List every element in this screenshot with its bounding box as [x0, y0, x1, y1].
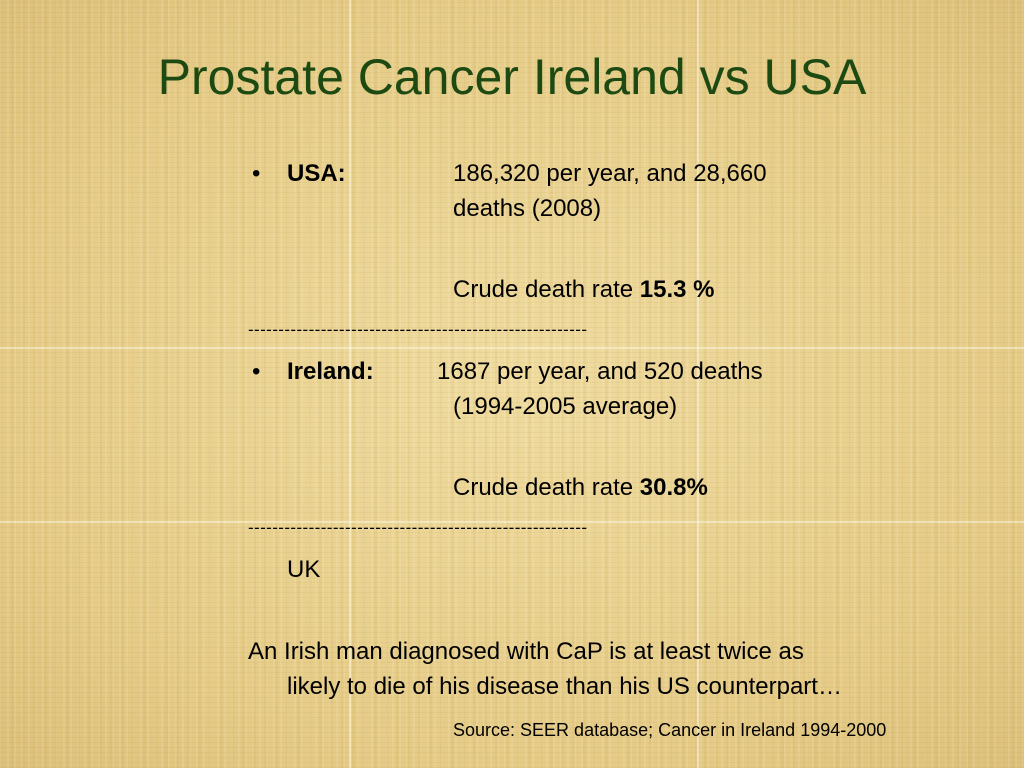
source-citation: Source: SEER database; Cancer in Ireland…: [453, 720, 887, 740]
ireland-label: Ireland:: [287, 358, 374, 385]
usa-death-rate-text: Crude death rate: [453, 276, 640, 303]
texture-seam: [349, 0, 351, 768]
ireland-death-rate-text: Crude death rate: [453, 474, 640, 501]
ireland-stats-line1: 1687 per year, and 520 deaths: [437, 358, 763, 385]
uk-label: UK: [287, 556, 321, 583]
usa-stats-line1: 186,320 per year, and 28,660: [453, 160, 767, 187]
ireland-stats-line2: (1994-2005 average): [453, 393, 678, 420]
texture-seam: [0, 347, 1024, 349]
usa-death-rate-value: 15.3 %: [639, 276, 715, 303]
separator-line: ----------------------------------------…: [248, 518, 588, 537]
usa-label: USA:: [287, 160, 346, 187]
ireland-death-rate-value: 30.8%: [639, 474, 708, 501]
texture-seam: [0, 521, 1024, 523]
usa-stats-line2: deaths (2008): [453, 195, 602, 222]
separator-line: ----------------------------------------…: [248, 320, 588, 339]
slide-title: Prostate Cancer Ireland vs USA: [157, 49, 867, 105]
conclusion-line1: An Irish man diagnosed with CaP is at le…: [248, 638, 804, 665]
bullet-marker: •: [252, 358, 261, 385]
ireland-death-rate: Crude death rate 30.8%: [453, 474, 708, 502]
usa-death-rate: Crude death rate 15.3 %: [453, 276, 715, 304]
texture-seam: [697, 0, 699, 768]
bullet-marker: •: [252, 160, 261, 187]
conclusion-line2: likely to die of his disease than his US…: [287, 673, 842, 700]
